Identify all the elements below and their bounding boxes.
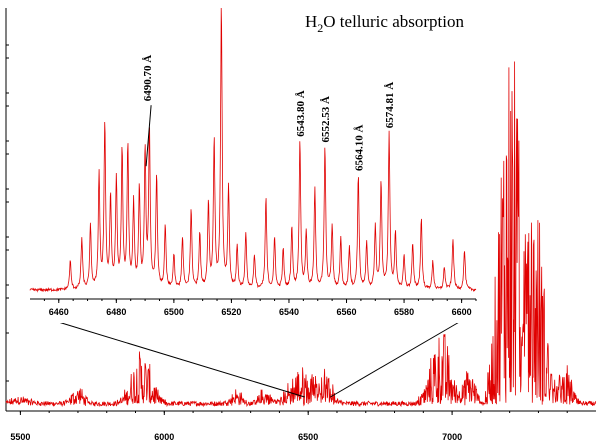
annotation-leader-line	[145, 105, 152, 167]
inset-x-tick-label: 6560	[337, 307, 357, 317]
chart-title-rest: O telluric absorption	[323, 12, 464, 31]
chart-title-h: H	[305, 12, 317, 31]
main-spectrum-series	[5, 61, 597, 408]
inset-spectrum-series	[29, 7, 477, 293]
chart-title: H2O telluric absorption	[305, 12, 464, 35]
inset-x-tick-label: 6540	[279, 307, 299, 317]
main-x-tick-label: 5500	[10, 432, 30, 442]
inset-x-tick-label: 6460	[49, 307, 69, 317]
zoom-connector-lines	[54, 320, 462, 398]
main-x-tick-label: 6000	[154, 432, 174, 442]
zoom-line-left	[54, 320, 305, 398]
line-annotation-label: 6552.53 Å	[320, 96, 332, 143]
inset-x-tick-label: 6480	[106, 307, 126, 317]
main-panel: 5500 6000 6500 7000	[5, 10, 597, 442]
line-annotation-label: 6490.70 Å	[142, 55, 154, 102]
inset-x-tick-label: 6520	[221, 307, 241, 317]
line-annotation-label: 6564.10 Å	[353, 125, 365, 172]
inset-panel: 6460 6480 6500 6520 6540 6560 6580 6600 6490.70 …	[5, 4, 477, 323]
main-x-tick-label: 7000	[442, 432, 462, 442]
main-x-tick-label: 6500	[298, 432, 318, 442]
inset-x-tick-label: 6580	[394, 307, 414, 317]
zoom-line-right	[330, 320, 462, 398]
line-annotation-label: 6543.80 Å	[295, 90, 307, 137]
chart-title-subscript: 2	[317, 21, 323, 35]
inset-x-tick-label: 6600	[452, 307, 472, 317]
inset-x-tick-label: 6500	[164, 307, 184, 317]
line-annotation-label: 6574.81 Å	[384, 82, 396, 129]
